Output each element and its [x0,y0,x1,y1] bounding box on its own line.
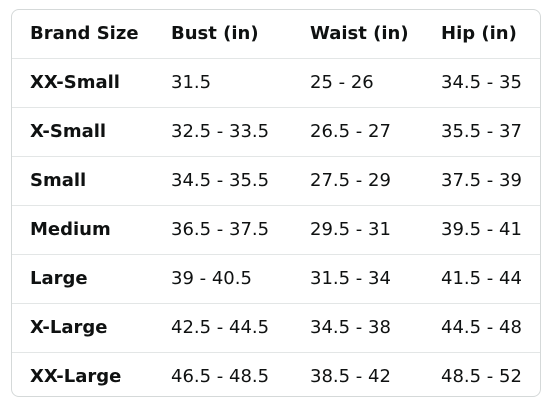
waist-cell: 31.5 - 34 [291,253,421,303]
header-brand-size: Brand Size [30,23,139,45]
waist-cell: 25 - 26 [291,57,421,107]
bust-cell: 31.5 [151,57,291,107]
header-bust: Bust (in) [171,23,259,45]
bust-cell: 36.5 - 37.5 [151,204,291,254]
bust-cell: 32.5 - 33.5 [151,106,291,156]
hip-cell: 41.5 - 44 [421,253,540,303]
hip-cell: 35.5 - 37 [421,106,540,156]
hip-cell: 39.5 - 41 [421,204,540,254]
table-row: Medium 36.5 - 37.5 29.5 - 31 39.5 - 41 [12,204,540,254]
waist-cell: 26.5 - 27 [291,106,421,156]
size-cell: XX-Large [12,351,151,396]
size-cell: Medium [12,204,151,254]
size-chart: Brand Size Bust (in) Waist (in) Hip (in)… [12,10,540,396]
bust-cell: 42.5 - 44.5 [151,302,291,352]
table-header-row: Brand Size Bust (in) Waist (in) Hip (in) [12,10,540,58]
bust-cell: 34.5 - 35.5 [151,155,291,205]
bust-cell: 39 - 40.5 [151,253,291,303]
table-row: Large 39 - 40.5 31.5 - 34 41.5 - 44 [12,253,540,303]
size-cell: Large [12,253,151,303]
table-row: X-Small 32.5 - 33.5 26.5 - 27 35.5 - 37 [12,106,540,156]
size-cell: X-Large [12,302,151,352]
waist-cell: 27.5 - 29 [291,155,421,205]
waist-cell: 38.5 - 42 [291,351,421,396]
hip-cell: 48.5 - 52 [421,351,540,396]
size-cell: X-Small [12,106,151,156]
table-row: X-Large 42.5 - 44.5 34.5 - 38 44.5 - 48 [12,302,540,352]
hip-cell: 37.5 - 39 [421,155,540,205]
header-waist: Waist (in) [310,23,409,45]
size-cell: XX-Small [12,57,151,107]
size-cell: Small [12,155,151,205]
size-chart-table: Brand Size Bust (in) Waist (in) Hip (in)… [11,9,541,397]
waist-cell: 29.5 - 31 [291,204,421,254]
hip-cell: 44.5 - 48 [421,302,540,352]
header-hip: Hip (in) [441,23,517,45]
hip-cell: 34.5 - 35 [421,57,540,107]
bust-cell: 46.5 - 48.5 [151,351,291,396]
table-row: XX-Large 46.5 - 48.5 38.5 - 42 48.5 - 52 [12,351,540,396]
table-row: XX-Small 31.5 25 - 26 34.5 - 35 [12,57,540,107]
table-row: Small 34.5 - 35.5 27.5 - 29 37.5 - 39 [12,155,540,205]
waist-cell: 34.5 - 38 [291,302,421,352]
